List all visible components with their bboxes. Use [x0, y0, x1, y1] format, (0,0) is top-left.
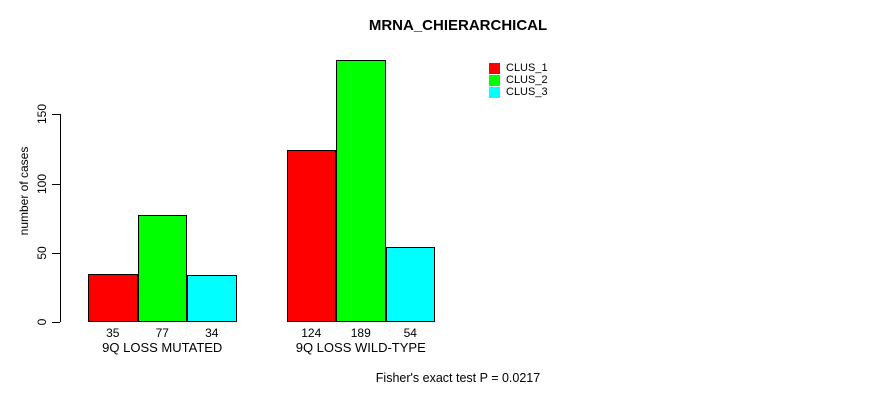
legend-swatch-clus_3: [489, 87, 500, 98]
legend-label: CLUS_1: [506, 62, 548, 74]
y-axis-tick-label: 100: [35, 173, 49, 194]
bar-value-label: 77: [155, 326, 169, 340]
bar-value-label: 54: [403, 326, 417, 340]
legend-label: CLUS_2: [506, 74, 548, 86]
bar-clus_3-group1: [187, 274, 237, 322]
chart-title: MRNA_CHIERARCHICAL: [368, 17, 548, 34]
legend-swatch-clus_1: [489, 63, 500, 74]
legend-item-clus_3: CLUS_3: [489, 87, 548, 98]
bar-value-label: 124: [301, 326, 322, 340]
legend-label: CLUS_3: [506, 86, 548, 98]
y-axis-tick: [52, 114, 60, 116]
y-axis-tick: [52, 322, 60, 323]
y-axis-line: [60, 114, 61, 322]
x-axis-category-label: 9Q LOSS MUTATED: [102, 340, 223, 355]
bar-value-label: 189: [350, 326, 371, 340]
y-axis-tick-label: 50: [35, 246, 49, 260]
bar-value-label: 34: [205, 326, 219, 340]
y-axis-label: number of cases: [17, 146, 31, 236]
legend-swatch-clus_2: [489, 75, 500, 86]
legend-item-clus_2: CLUS_2: [489, 75, 548, 86]
legend-item-clus_1: CLUS_1: [489, 63, 548, 74]
bar-clus_2-group1: [137, 215, 187, 322]
y-axis-tick-label: 0: [35, 318, 49, 326]
bar-value-label: 35: [106, 326, 120, 340]
x-axis-category-label: 9Q LOSS WILD-TYPE: [295, 340, 426, 355]
bar-clus_2-group2: [336, 60, 386, 322]
bar-clus_1-group1: [88, 273, 138, 322]
y-axis-tick: [52, 183, 60, 185]
bar-clus_3-group2: [385, 247, 435, 322]
annotation-text: Fisher's exact test P = 0.0217: [375, 371, 541, 385]
legend: CLUS_1 CLUS_2 CLUS_3: [489, 63, 548, 99]
y-axis-tick: [52, 252, 60, 254]
y-axis-tick-label: 150: [35, 104, 49, 125]
bar-clus_1-group2: [286, 150, 336, 322]
